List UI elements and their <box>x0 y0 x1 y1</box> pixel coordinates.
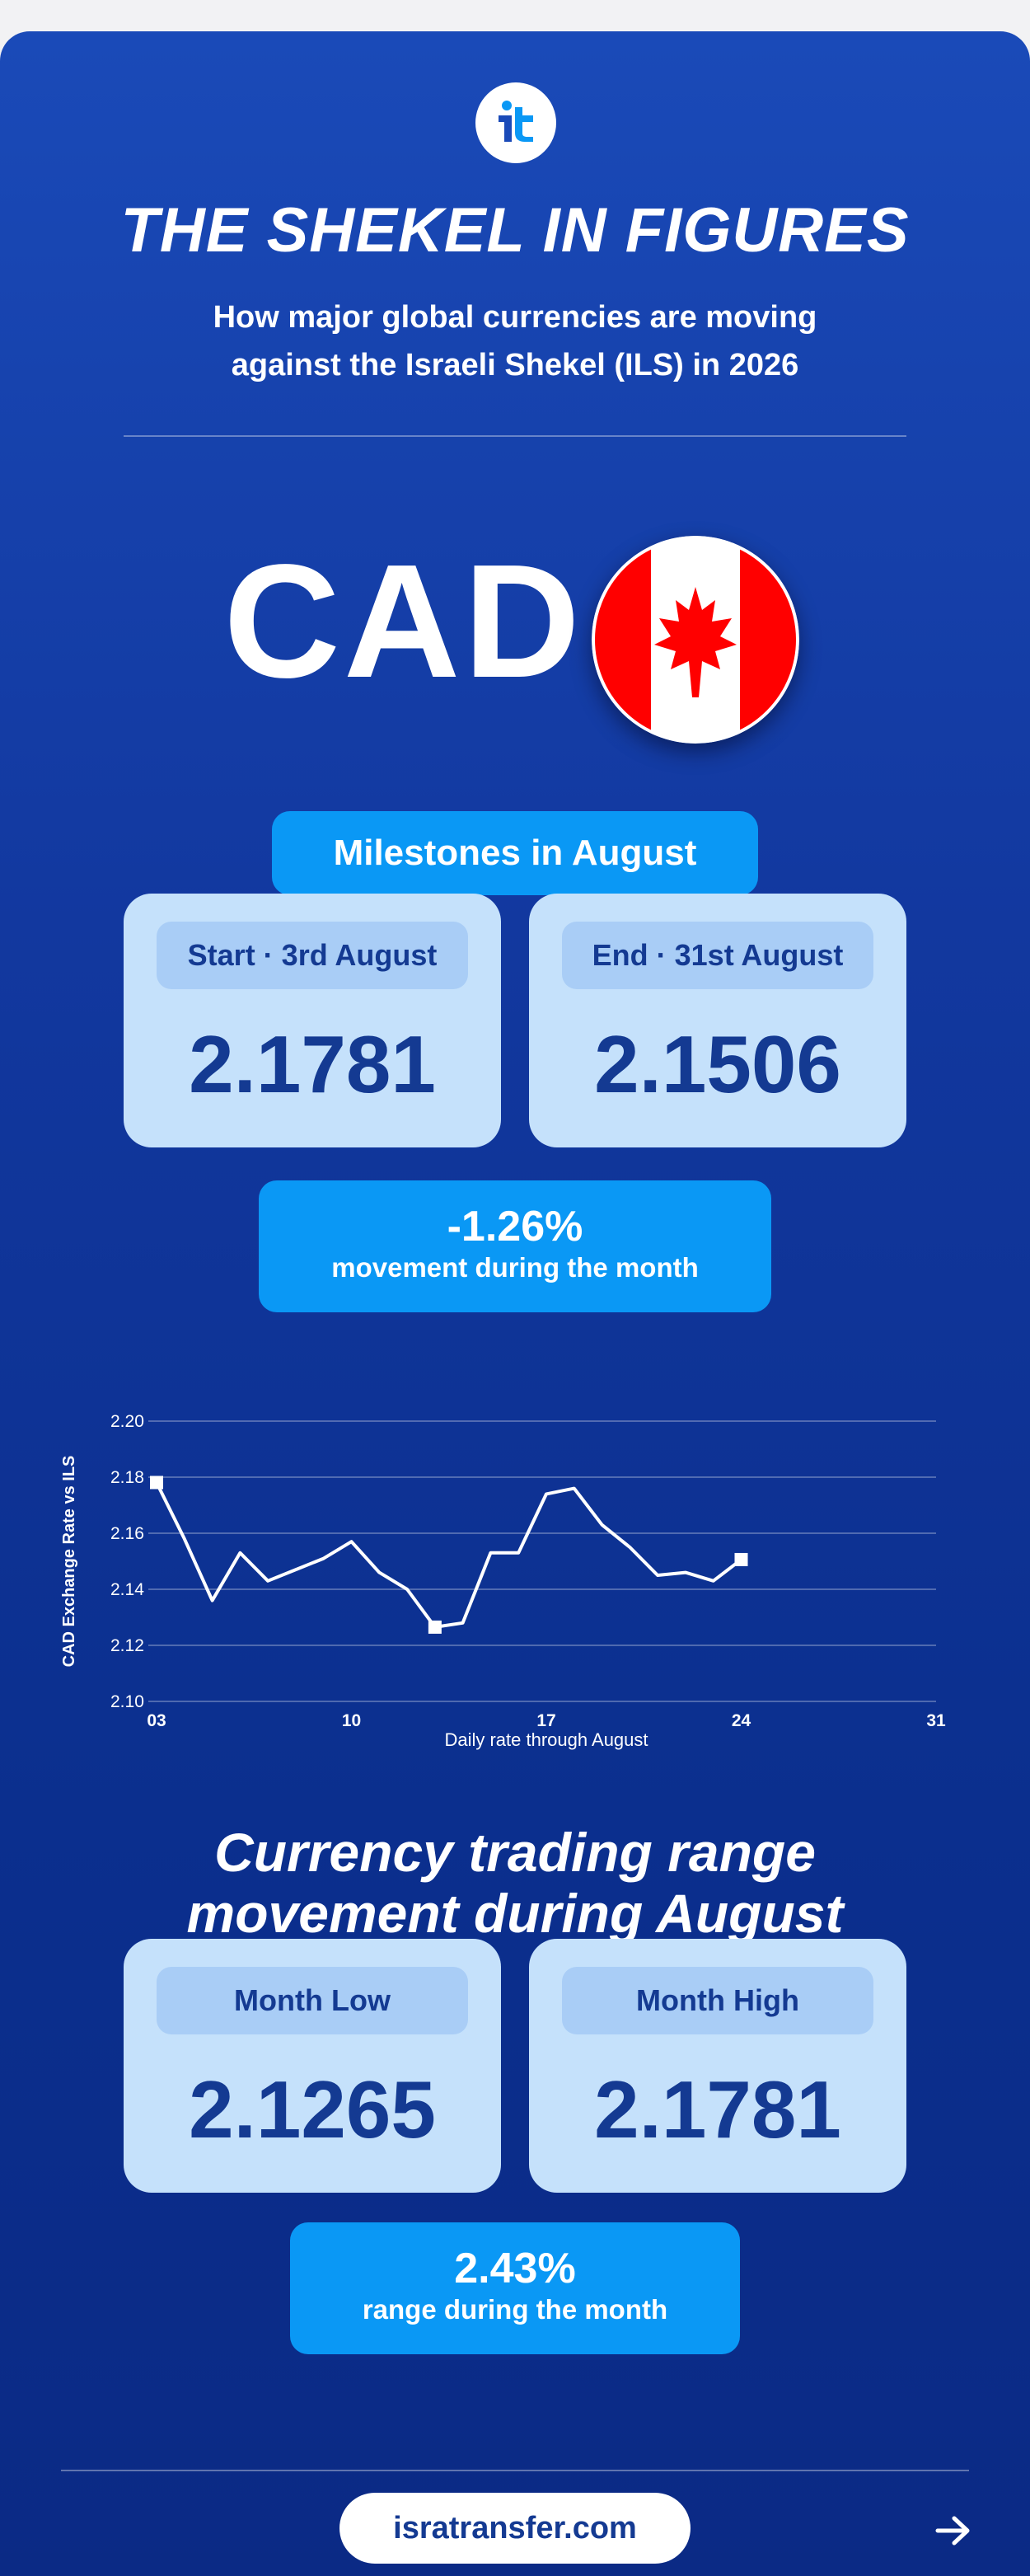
subtitle-line-2: against the Israeli Shekel (ILS) in 2026 <box>231 348 799 382</box>
movement-pill: -1.26% movement during the month <box>259 1180 771 1312</box>
end-rate-label: End · 31st August <box>562 922 873 989</box>
range-title-line-2: movement during August <box>186 1883 844 1944</box>
canada-flag-icon <box>592 536 799 744</box>
footer-divider <box>61 2470 969 2471</box>
start-rate-card: Start · 3rd August 2.1781 <box>124 894 501 1147</box>
page-subtitle: How major global currencies are moving a… <box>82 293 948 389</box>
end-rate-card: End · 31st August 2.1506 <box>529 894 906 1147</box>
x-tick-label: 24 <box>732 1711 751 1730</box>
subtitle-line-1: How major global currencies are moving <box>213 300 817 335</box>
month-high-value: 2.1781 <box>594 2064 841 2155</box>
currency-code: CAD <box>223 531 583 711</box>
movement-value: -1.26% <box>447 1203 583 1250</box>
header-divider <box>124 435 906 437</box>
y-axis-label: CAD Exchange Rate vs ILS <box>60 1456 78 1668</box>
month-high-card: Month High 2.1781 <box>529 1939 906 2193</box>
infographic-card: THE SHEKEL IN FIGURES How major global c… <box>0 31 1030 2576</box>
start-rate-value: 2.1781 <box>189 1019 436 1110</box>
range-title-line-1: Currency trading range <box>214 1822 816 1883</box>
y-tick-label: 2.14 <box>110 1580 144 1599</box>
x-tick-label: 17 <box>536 1711 555 1730</box>
website-link[interactable]: isratransfer.com <box>339 2493 691 2564</box>
data-point-marker <box>734 1552 748 1566</box>
range-section-title: Currency trading range movement during A… <box>0 1822 1030 1944</box>
data-point-marker <box>428 1620 442 1634</box>
series-line <box>155 1481 742 1629</box>
y-tick-label: 2.18 <box>110 1468 144 1487</box>
start-rate-label: Start · 3rd August <box>157 922 468 989</box>
x-tick-label: 03 <box>147 1711 166 1730</box>
range-pill: 2.43% range during the month <box>290 2222 740 2354</box>
x-axis-label: Daily rate through August <box>444 1729 648 1750</box>
month-low-label: Month Low <box>157 1967 468 2034</box>
logo-mark <box>499 101 533 142</box>
x-tick-label: 31 <box>926 1711 946 1730</box>
range-value: 2.43% <box>454 2245 576 2292</box>
y-tick-label: 2.20 <box>110 1412 144 1431</box>
month-low-value: 2.1265 <box>189 2064 436 2155</box>
data-point-marker <box>150 1476 163 1490</box>
x-tick-label: 10 <box>342 1711 361 1730</box>
y-tick-label: 2.16 <box>110 1524 144 1543</box>
month-low-card: Month Low 2.1265 <box>124 1939 501 2193</box>
milestones-heading: Milestones in August <box>272 811 758 895</box>
page-title: THE SHEKEL IN FIGURES <box>120 195 910 265</box>
range-label: range during the month <box>362 2294 668 2325</box>
arrow-right-icon[interactable] <box>934 2514 972 2547</box>
movement-label: movement during the month <box>331 1252 699 1283</box>
y-tick-label: 2.12 <box>110 1636 144 1655</box>
end-rate-value: 2.1506 <box>594 1019 841 1110</box>
isratransfer-logo-icon[interactable] <box>475 82 556 163</box>
month-high-label: Month High <box>562 1967 873 2034</box>
y-tick-label: 2.10 <box>110 1692 144 1711</box>
